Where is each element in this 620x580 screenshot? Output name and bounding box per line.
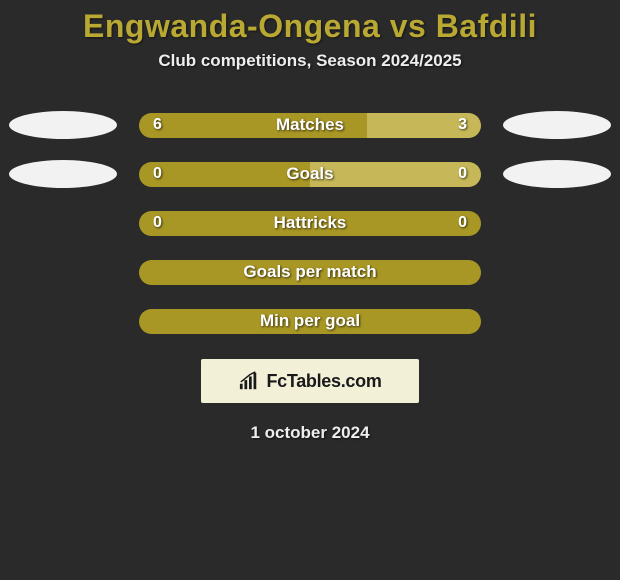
brand-text: FcTables.com [266, 371, 381, 392]
page-subtitle: Club competitions, Season 2024/2025 [0, 51, 620, 71]
brand-logo: FcTables.com [201, 359, 419, 403]
bar-segment-right [310, 162, 481, 187]
player-right-ellipse [503, 111, 611, 139]
stat-value-right: 3 [458, 113, 467, 138]
stat-bar: 63Matches [139, 113, 481, 138]
bar-segment-left [139, 260, 481, 285]
date-text: 1 october 2024 [0, 423, 620, 443]
stat-row: 63Matches [0, 111, 620, 139]
stat-row: 00Hattricks [0, 209, 620, 237]
stat-row: Min per goal [0, 307, 620, 335]
stat-value-left: 0 [153, 162, 162, 187]
stat-value-right: 0 [458, 162, 467, 187]
stat-bar: 00Hattricks [139, 211, 481, 236]
bar-segment-left [139, 162, 310, 187]
stat-value-left: 6 [153, 113, 162, 138]
bar-segment-left [139, 113, 367, 138]
player-right-ellipse [503, 160, 611, 188]
stat-row: 00Goals [0, 160, 620, 188]
stat-bar: 00Goals [139, 162, 481, 187]
stat-value-right: 0 [458, 211, 467, 236]
stats-comparison: Engwanda-Ongena vs Bafdili Club competit… [0, 0, 620, 443]
stat-bar: Min per goal [139, 309, 481, 334]
bar-segment-left [139, 211, 481, 236]
stat-value-left: 0 [153, 211, 162, 236]
stat-bar: Goals per match [139, 260, 481, 285]
stat-row: Goals per match [0, 258, 620, 286]
bar-segment-left [139, 309, 481, 334]
page-title: Engwanda-Ongena vs Bafdili [0, 8, 620, 45]
player-left-ellipse [9, 160, 117, 188]
chart-icon [238, 371, 260, 391]
stat-rows: 63Matches00Goals00HattricksGoals per mat… [0, 111, 620, 335]
player-left-ellipse [9, 111, 117, 139]
